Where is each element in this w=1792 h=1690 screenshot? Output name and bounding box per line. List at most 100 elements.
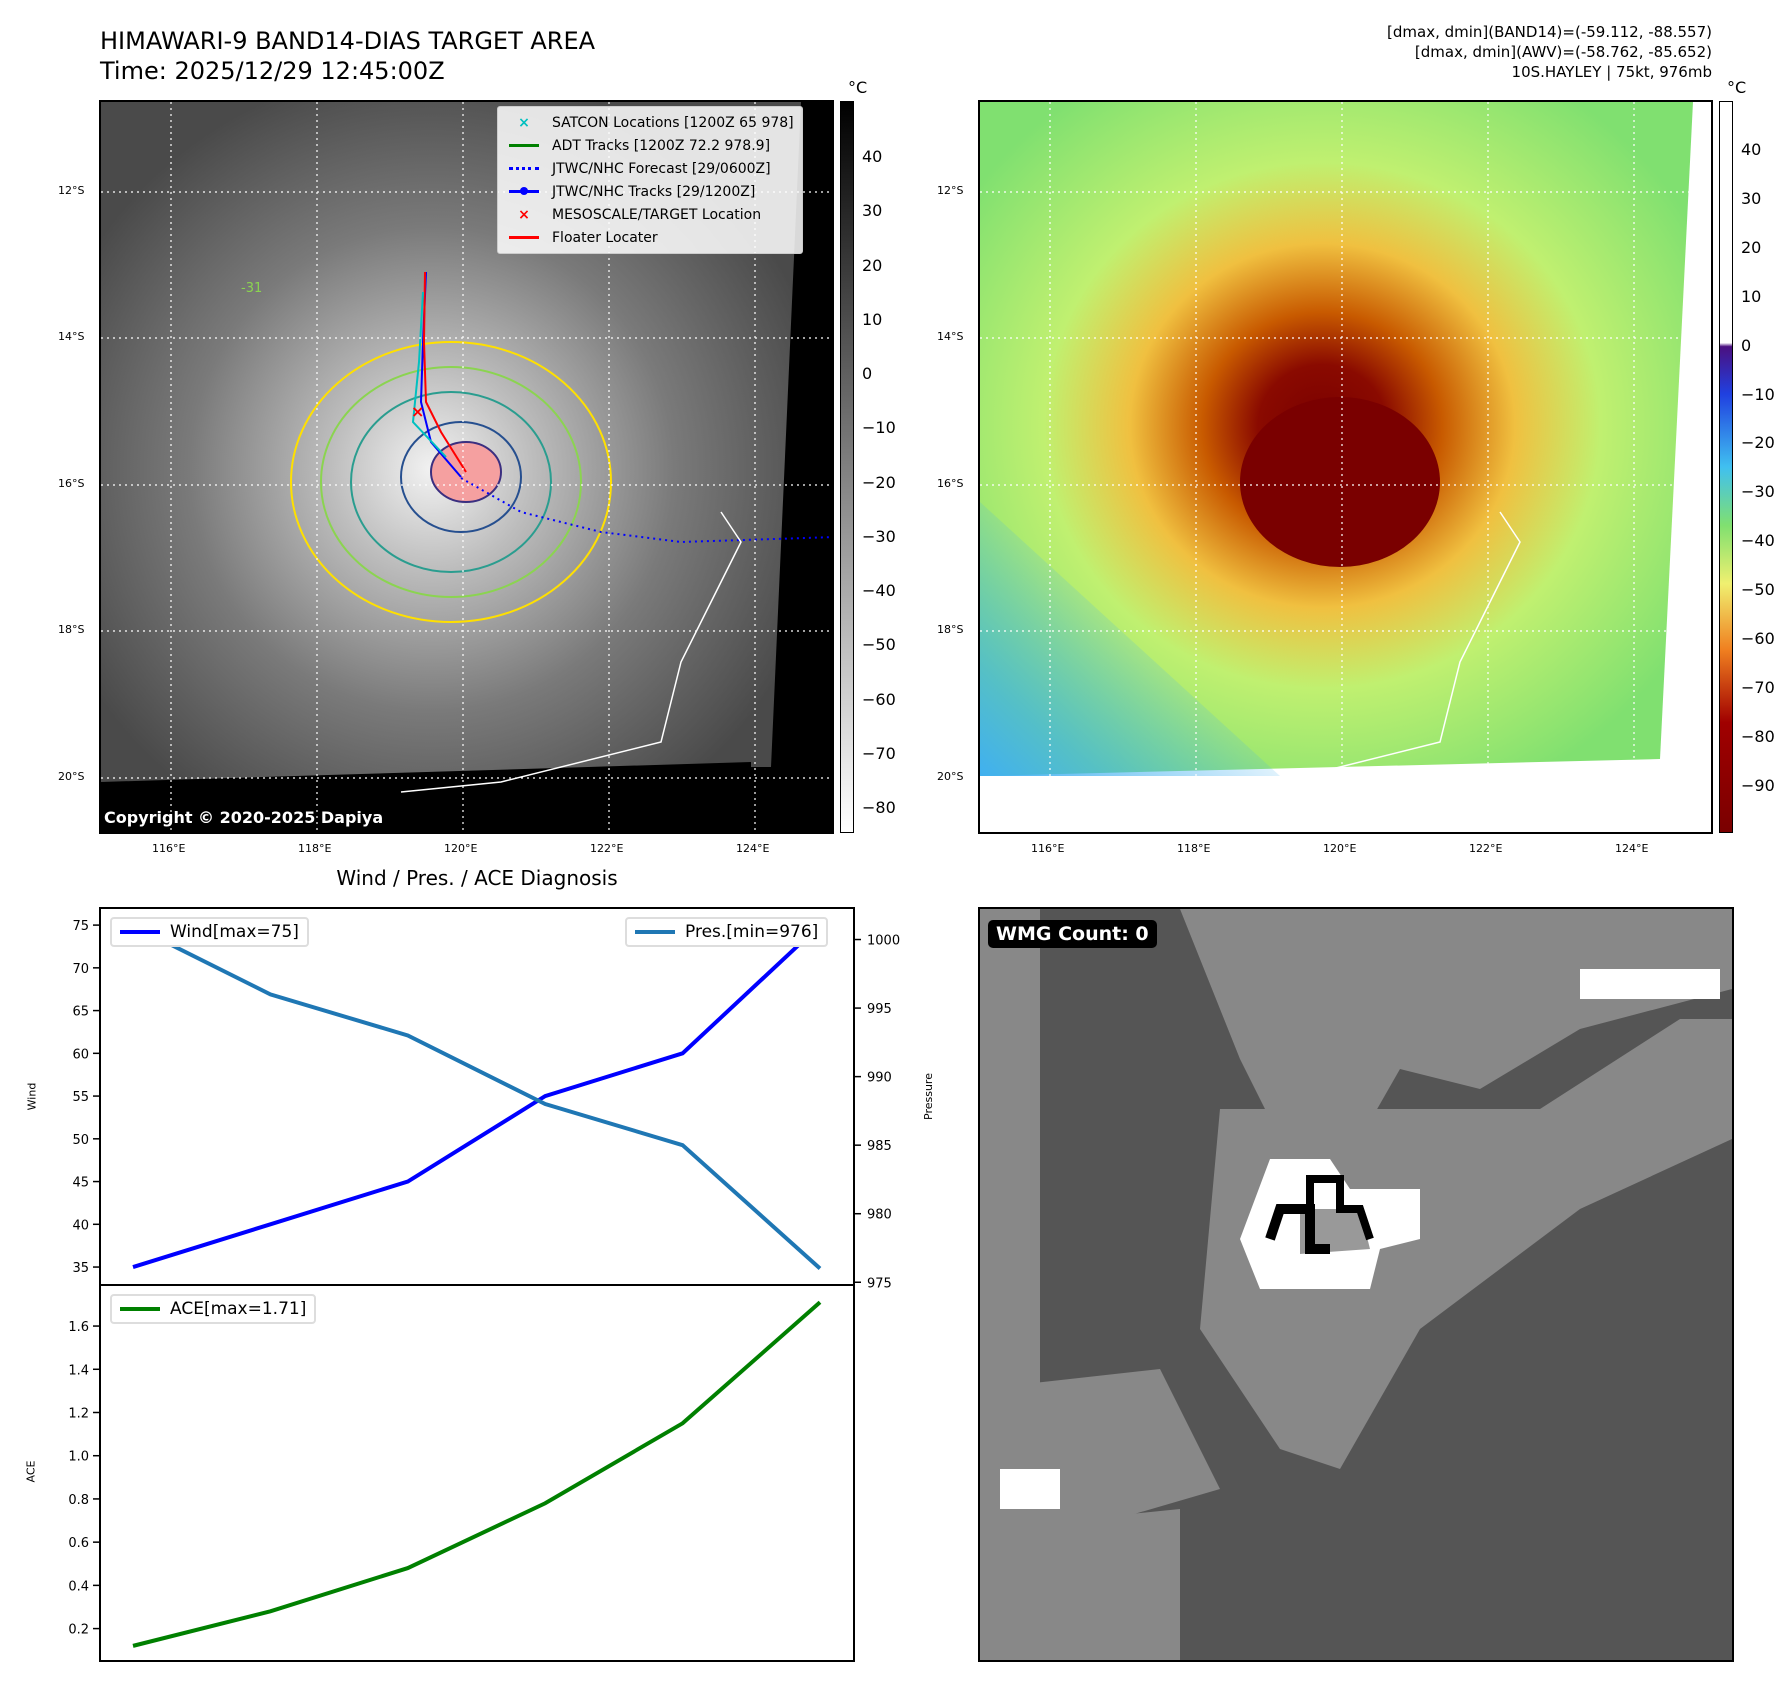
wind-tick-label: 45 [72,1176,89,1191]
line-dot-icon [506,187,542,195]
awv-range: [dmax, dmin](AWV)=(-58.762, -85.652) [1414,43,1712,61]
legend-label: JTWC/NHC Tracks [29/1200Z] [552,183,756,200]
colorbar-tick-label: 40 [1741,140,1762,159]
wind-tick-label: 75 [72,919,89,934]
lon-tick-label: 118°E [1177,842,1211,855]
pres-tick-label: 985 [867,1139,892,1154]
contour-label: -31 [241,281,262,296]
ace-tick-label: 0.2 [68,1623,89,1638]
colorbar-tick-label: −60 [1741,629,1775,648]
lat-tick-label: 18°S [937,623,964,636]
colorbar-tick-label: −20 [862,472,896,492]
legend-label: Pres.[min=976] [685,922,819,942]
lat-tick-label: 12°S [937,184,964,197]
colorbar-tick-label: −50 [862,635,896,655]
lon-tick-label: 118°E [298,842,332,855]
ace-tick-label: 0.8 [68,1493,89,1508]
pres-tick-label: 995 [867,1002,892,1017]
colorbar-tick-label: 30 [862,201,883,221]
legend-line-icon [120,1307,160,1311]
wind-tick-label: 60 [72,1047,89,1062]
x-marker-icon: × [518,114,530,131]
colorbar-tick-label: −90 [1741,775,1775,795]
colorbar-tick-label: −40 [862,581,896,600]
storm-info: 10S.HAYLEY | 75kt, 976mb [1511,63,1712,81]
ace-tick-label: 1.0 [68,1450,89,1465]
dotted-line-icon [506,167,542,170]
colorbar-tick-label: −80 [862,798,896,817]
lat-tick-label: 16°S [58,477,85,490]
solid-line-icon [506,236,542,239]
title-text: HIMAWARI-9 BAND14-DIAS TARGET AREA [100,27,596,55]
lon-tick-label: 124°E [1615,842,1649,855]
ir-map[interactable]: × -31 × SATCON Locations [1200Z 65 978] A… [99,100,834,834]
diag-title: Wind / Pres. / ACE Diagnosis [336,866,618,890]
lat-tick-label: 16°S [937,477,964,490]
colorbar-tick-label: −40 [1741,531,1775,551]
wind-tick-label: 65 [72,1005,89,1020]
ace-legend: ACE[max=1.71] [110,1294,317,1324]
colorbar-tick-label: 40 [862,147,883,166]
colorbar-tick-label: −30 [1741,482,1775,502]
legend-label: MESOSCALE/TARGET Location [552,206,762,223]
lon-tick-label: 122°E [1469,842,1503,855]
figure-title: HIMAWARI-9 BAND14-DIAS TARGET AREA Time:… [100,26,595,86]
awv-imagery [980,102,1711,832]
lat-tick-label: 18°S [58,623,85,636]
ace-tick-label: 1.2 [68,1406,89,1421]
wmg-panel [978,907,1734,1662]
colorbar-tick-label: 10 [862,309,883,329]
lat-tick-label: 20°S [58,770,85,783]
colorbar-awv [1719,101,1733,833]
legend-satcon: × SATCON Locations [1200Z 65 978] [506,111,794,134]
info-block: [dmax, dmin](BAND14)=(-59.112, -88.557) … [1387,22,1712,82]
legend-forecast: JTWC/NHC Forecast [29/0600Z] [506,157,794,180]
lat-tick-label: 20°S [937,770,964,783]
colorbar-tick-label: 10 [1741,286,1762,306]
ace-tick-label: 1.6 [68,1320,89,1335]
wmg-count-badge: WMG Count: 0 [988,920,1157,948]
wind-tick-label: 55 [72,1090,89,1105]
colorbar-tick-label: −10 [862,418,896,438]
lat-tick-label: 12°S [58,184,85,197]
lon-tick-label: 124°E [736,842,770,855]
colorbar-tick-label: 0 [1741,335,1752,355]
lon-tick-label: 120°E [444,842,478,855]
pres-tick-label: 975 [867,1276,892,1291]
pres-tick-label: 980 [867,1208,892,1223]
colorbar-tick-label: 20 [1741,237,1762,257]
ace-ylabel: ACE [24,1460,38,1483]
legend-target: × MESOSCALE/TARGET Location [506,203,794,226]
colorbar-tick-label: −70 [862,743,896,763]
lat-tick-label: 14°S [58,330,85,343]
legend-adt: ADT Tracks [1200Z 72.2 978.9] [506,134,794,157]
ace-panel [99,1284,855,1662]
pres-tick-label: 990 [867,1071,892,1086]
legend-label: ACE[max=1.71] [170,1299,307,1319]
awv-map[interactable] [978,100,1713,834]
x-marker-icon: × [518,206,530,223]
ace-tick-label: 1.4 [68,1363,89,1378]
legend-label: SATCON Locations [1200Z 65 978] [552,114,794,131]
pres-tick-label: 1000 [867,934,900,949]
wind-tick-label: 50 [72,1133,89,1148]
solid-line-icon [506,144,542,147]
lat-tick-label: 14°S [937,330,964,343]
colorbar-tick-label: 20 [862,255,883,275]
wind-tick-label: 40 [72,1218,89,1233]
colorbar-tick-label: −70 [1741,677,1775,697]
map-legend: × SATCON Locations [1200Z 65 978] ADT Tra… [497,106,803,254]
copyright: Copyright © 2020-2025 Dapiya [104,808,384,827]
wmg-grid [980,909,1732,1660]
svg-text:×: × [411,402,424,421]
legend-label: Floater Locater [552,229,658,246]
lon-tick-label: 116°E [152,842,186,855]
colorbar-tick-label: −50 [1741,580,1775,600]
lon-tick-label: 120°E [1323,842,1357,855]
colorbar-tick-label: −10 [1741,384,1775,404]
wind-pres-panel [99,907,855,1286]
legend-label: Wind[max=75] [170,922,299,942]
wind-tick-label: 35 [72,1261,89,1276]
time-text: Time: 2025/12/29 12:45:00Z [100,57,445,85]
colorbar-tick-label: −20 [1741,433,1775,453]
